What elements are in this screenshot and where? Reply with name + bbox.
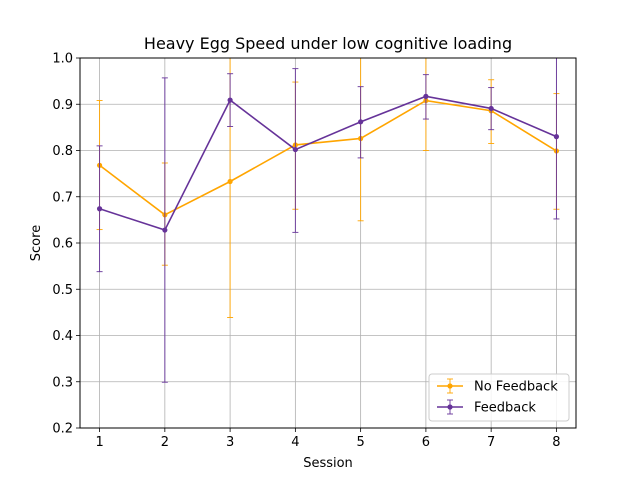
y-tick-label: 0.4 [52, 329, 73, 344]
data-point [358, 119, 364, 125]
data-point [553, 134, 560, 140]
data-point [162, 227, 168, 233]
y-axis-label: Score [29, 225, 44, 261]
legend: No Feedback Feedback [428, 373, 570, 422]
data-point [227, 97, 233, 103]
axes: 0.2 0.3 0.4 0.5 0.6 0.7 0.8 0.9 1.0 1 2 3 4 5 6 7 8 [52, 52, 560, 451]
data-point [292, 146, 298, 153]
legend-swatch-marker [447, 383, 453, 389]
legend-swatch-marker [447, 404, 453, 410]
y-tick-label: 0.6 [52, 237, 73, 252]
x-tick-label: 1 [95, 435, 103, 450]
data-point [423, 93, 429, 99]
legend-label: Feedback [474, 401, 536, 416]
data-point [227, 178, 233, 185]
y-tick-label: 0.3 [52, 375, 73, 390]
y-tick-label: 0.8 [52, 144, 73, 159]
data-point [96, 206, 103, 212]
x-tick-label: 3 [226, 435, 234, 450]
x-tick-label: 7 [487, 435, 495, 450]
x-tick-label: 5 [356, 435, 364, 450]
y-tick-label: 0.5 [52, 283, 73, 298]
series-1 [96, 58, 560, 383]
x-tick-label: 2 [161, 435, 169, 450]
y-tick-label: 0.9 [52, 98, 73, 113]
legend-label: No Feedback [474, 380, 558, 395]
data-point [488, 105, 494, 112]
legend-box [428, 373, 570, 422]
y-tick-label: 0.7 [52, 190, 73, 205]
x-axis-label: Session [303, 456, 353, 471]
series-layer [96, 58, 560, 383]
y-tick-label: 0.2 [52, 422, 73, 437]
chart-title: Heavy Egg Speed under low cognitive load… [144, 34, 512, 53]
x-tick-label: 6 [422, 435, 430, 450]
y-tick-label: 1.0 [52, 52, 73, 67]
x-tick-label: 4 [291, 435, 299, 450]
x-tick-label: 8 [552, 435, 560, 450]
series-line [99, 95, 557, 232]
